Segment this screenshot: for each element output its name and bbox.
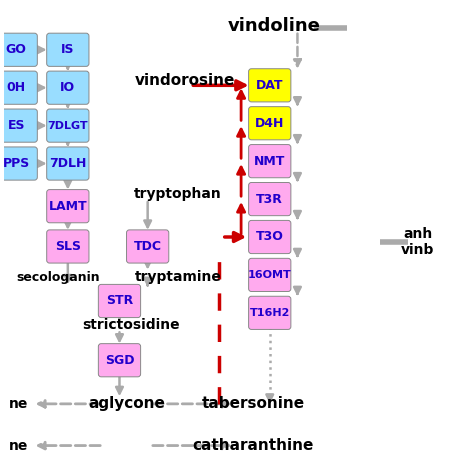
Text: SGD: SGD bbox=[105, 354, 134, 367]
FancyBboxPatch shape bbox=[248, 69, 291, 102]
FancyBboxPatch shape bbox=[0, 109, 37, 142]
Text: NMT: NMT bbox=[254, 155, 285, 168]
FancyBboxPatch shape bbox=[47, 71, 89, 104]
Text: tryptamine: tryptamine bbox=[135, 270, 222, 284]
Text: aglycone: aglycone bbox=[88, 396, 165, 411]
FancyBboxPatch shape bbox=[248, 220, 291, 254]
FancyBboxPatch shape bbox=[248, 258, 291, 292]
FancyBboxPatch shape bbox=[0, 147, 37, 180]
Text: T16H2: T16H2 bbox=[249, 308, 290, 318]
Text: 7DLGT: 7DLGT bbox=[47, 120, 88, 131]
Text: IO: IO bbox=[60, 81, 75, 94]
FancyBboxPatch shape bbox=[248, 182, 291, 216]
Text: LAMT: LAMT bbox=[48, 200, 87, 213]
Text: D4H: D4H bbox=[255, 117, 284, 130]
Text: T3R: T3R bbox=[256, 192, 283, 206]
Text: anh
vinb: anh vinb bbox=[401, 227, 434, 257]
FancyBboxPatch shape bbox=[0, 33, 37, 66]
Text: TDC: TDC bbox=[134, 240, 162, 253]
Text: ne: ne bbox=[9, 438, 28, 453]
FancyBboxPatch shape bbox=[47, 190, 89, 223]
FancyBboxPatch shape bbox=[47, 147, 89, 180]
Text: GO: GO bbox=[6, 43, 27, 56]
Text: vindoline: vindoline bbox=[228, 17, 321, 35]
Text: T3O: T3O bbox=[256, 230, 283, 244]
Text: strictosidine: strictosidine bbox=[82, 318, 180, 332]
FancyBboxPatch shape bbox=[98, 344, 141, 377]
Text: DAT: DAT bbox=[256, 79, 283, 92]
Text: STR: STR bbox=[106, 294, 133, 308]
FancyBboxPatch shape bbox=[47, 109, 89, 142]
FancyBboxPatch shape bbox=[248, 145, 291, 178]
FancyBboxPatch shape bbox=[98, 284, 141, 318]
Text: 0H: 0H bbox=[7, 81, 26, 94]
Text: IS: IS bbox=[61, 43, 74, 56]
Text: 7DLH: 7DLH bbox=[49, 157, 87, 170]
Text: ne: ne bbox=[9, 397, 28, 411]
FancyBboxPatch shape bbox=[248, 296, 291, 329]
Text: catharanthine: catharanthine bbox=[192, 438, 314, 453]
FancyBboxPatch shape bbox=[127, 230, 169, 263]
FancyBboxPatch shape bbox=[47, 230, 89, 263]
Text: SLS: SLS bbox=[55, 240, 81, 253]
FancyBboxPatch shape bbox=[248, 107, 291, 140]
Text: PPS: PPS bbox=[2, 157, 30, 170]
Text: tabersonine: tabersonine bbox=[202, 396, 305, 411]
Text: vindorosine: vindorosine bbox=[135, 73, 236, 88]
Text: secologanin: secologanin bbox=[17, 271, 100, 284]
FancyBboxPatch shape bbox=[47, 33, 89, 66]
FancyBboxPatch shape bbox=[0, 71, 37, 104]
Text: ES: ES bbox=[8, 119, 25, 132]
Text: tryptophan: tryptophan bbox=[134, 187, 222, 201]
Text: 16OMT: 16OMT bbox=[248, 270, 292, 280]
